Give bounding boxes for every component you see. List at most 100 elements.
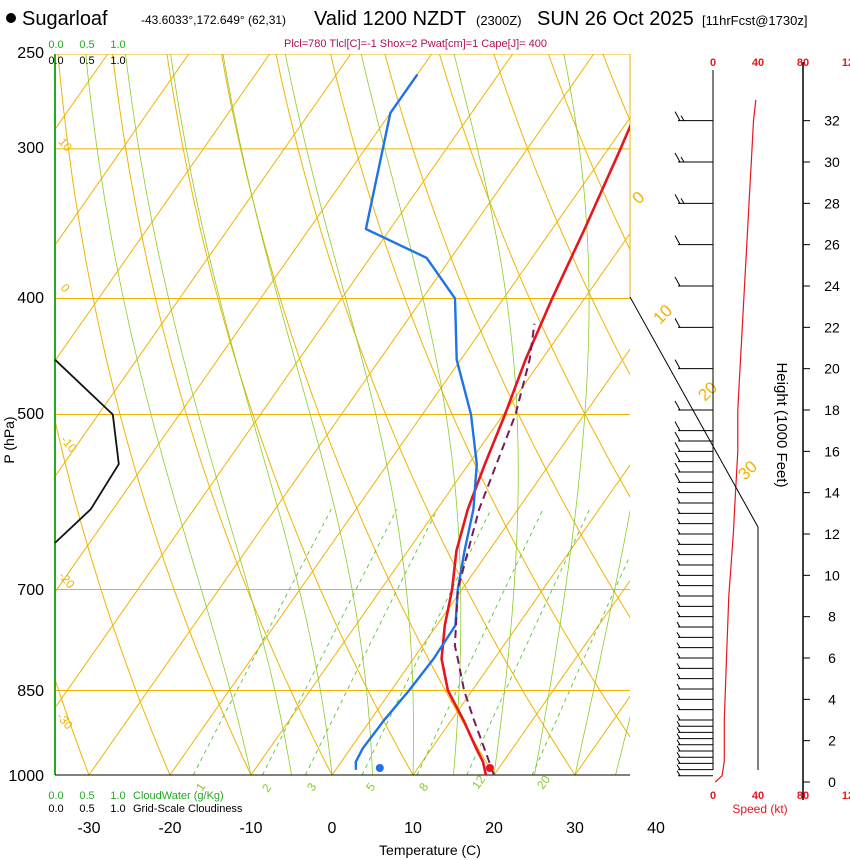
dry-adiabat: [57, 54, 252, 775]
moist-adiabat: [85, 54, 252, 775]
wind-barb-flag: [674, 276, 681, 287]
wind-barb-flag: [674, 442, 681, 452]
wind-barb-flag: [674, 431, 681, 442]
wind-barb: [676, 570, 713, 576]
dry-adiabat: [330, 54, 630, 738]
temperature-line: [440, 123, 630, 775]
height-tick-label: 24: [824, 278, 840, 294]
isotherm-line: [331, 348, 630, 775]
isotherm-line: [55, 54, 352, 478]
wind-barb-halfflag: [676, 570, 681, 576]
wind-barb: [676, 508, 713, 514]
wind-barb-halfflag: [676, 673, 681, 679]
wind-speed-profile: [714, 99, 757, 783]
wind-barb: [676, 663, 713, 669]
cloudiness-tick-bottom: 0.5: [79, 803, 94, 815]
pressure-tick-label: 1000: [8, 768, 44, 785]
wind-barb-halfflag: [676, 652, 681, 659]
mixing-ratio-line: [466, 509, 591, 775]
height-tick-label: 30: [824, 154, 840, 170]
wind-barb-halfflag: [676, 764, 681, 770]
wind-barb-halfflag: [676, 508, 681, 514]
grid-layer: [55, 54, 630, 775]
dry-adiabat-label: 10: [649, 301, 676, 328]
wind-barb: [674, 400, 713, 411]
wind-speed-tick-top: 0: [710, 57, 716, 69]
isotherm-label: 10: [56, 135, 76, 154]
valid-date: SUN 26 Oct 2025: [537, 8, 694, 30]
wind-barb: [676, 559, 713, 566]
mixing-ratio-line: [304, 509, 438, 775]
isotherm-line: [88, 54, 595, 775]
wind-barb: [676, 652, 713, 659]
isotherm-line: [169, 116, 630, 775]
wind-barb-halfflag: [676, 727, 681, 733]
wind-barb-halfflag: [676, 590, 681, 597]
x-tick-label: -10: [239, 820, 262, 837]
cloudwater-tick-bottom: 1.0: [110, 790, 125, 802]
cloudiness-tick-bottom: 1.0: [110, 803, 125, 815]
wind-barb: [676, 632, 713, 638]
x-tick-label: -30: [77, 820, 100, 837]
height-tick-label: 18: [824, 402, 840, 418]
cloudiness-tick-bottom: 0.0: [48, 803, 63, 815]
height-tick-label: 14: [824, 485, 840, 501]
wind-barb-halfflag: [676, 539, 681, 545]
wind-barb-halfflag: [676, 770, 681, 777]
wind-barb: [676, 714, 713, 721]
isotherm-label: 0: [58, 281, 73, 295]
wind-barb: [674, 452, 713, 463]
wind-barb: [676, 704, 713, 711]
wind-barb-halfflag: [676, 745, 681, 752]
wind-barb-flag: [674, 462, 681, 473]
dry-adiabat: [384, 54, 630, 619]
wind-barb-halfflag: [680, 115, 685, 121]
isotherm-line: [55, 54, 190, 246]
parcel-path-line: [453, 323, 536, 775]
wind-barb: [676, 539, 713, 545]
moist-adiabat: [170, 54, 333, 775]
wind-barb: [676, 590, 713, 597]
wind-barb: [676, 611, 713, 618]
surface-dewpoint-marker: [375, 764, 384, 772]
moist-adiabat: [534, 54, 590, 775]
wind-barb-halfflag: [680, 156, 685, 163]
wind-speed-axis-label: Speed (kt): [732, 802, 787, 816]
isotherm-line: [55, 54, 271, 362]
mixing-ratio-line: [416, 509, 544, 775]
moist-adiabat: [360, 54, 462, 775]
height-tick-label: 26: [824, 237, 840, 253]
wind-barb-flag: [674, 421, 681, 431]
sounding-layer: [354, 73, 630, 775]
wind-barb-halfflag: [676, 758, 681, 764]
wind-barb-halfflag: [676, 632, 681, 638]
wind-barb: [676, 621, 713, 628]
cloudwater-tick-top: 1.0: [110, 39, 125, 51]
wind-barb-halfflag: [676, 549, 681, 555]
height-tick-label: 22: [824, 319, 840, 335]
cloudiness-axis-label: Grid-Scale Cloudiness: [133, 803, 243, 815]
wind-barb-flag: [674, 318, 681, 328]
wind-barb-halfflag: [676, 683, 681, 690]
sounding-parameters: Plcl=780 Tlcl[C]=-1 Shox=2 Pwat[cm]=1 Ca…: [284, 38, 548, 50]
isotherm-line: [55, 54, 433, 594]
isotherm-label: -10: [58, 433, 80, 456]
wind-barb: [676, 601, 713, 607]
wind-speed-tick-top: 12: [842, 57, 850, 69]
cloudiness-tick-top: 0.0: [48, 55, 63, 67]
wind-speed-tick-bottom: 80: [797, 790, 809, 802]
wind-barb: [674, 235, 713, 246]
valid-time: Valid 1200 NZDT: [314, 8, 466, 30]
height-axis-label: Height (1000 Feet): [773, 362, 790, 487]
mixing-ratio-line: [531, 554, 630, 775]
wind-barb: [676, 733, 713, 740]
forecast-info: [11hrFcst@1730z]: [702, 13, 808, 28]
wind-barb-halfflag: [676, 733, 681, 739]
dewpoint-line: [354, 73, 478, 770]
moist-adiabat: [222, 54, 373, 775]
wind-barb-halfflag: [676, 642, 681, 648]
y-axis-label: P (hPa): [1, 416, 17, 463]
wind-barb-halfflag: [676, 611, 681, 617]
moist-adiabat: [284, 54, 414, 775]
